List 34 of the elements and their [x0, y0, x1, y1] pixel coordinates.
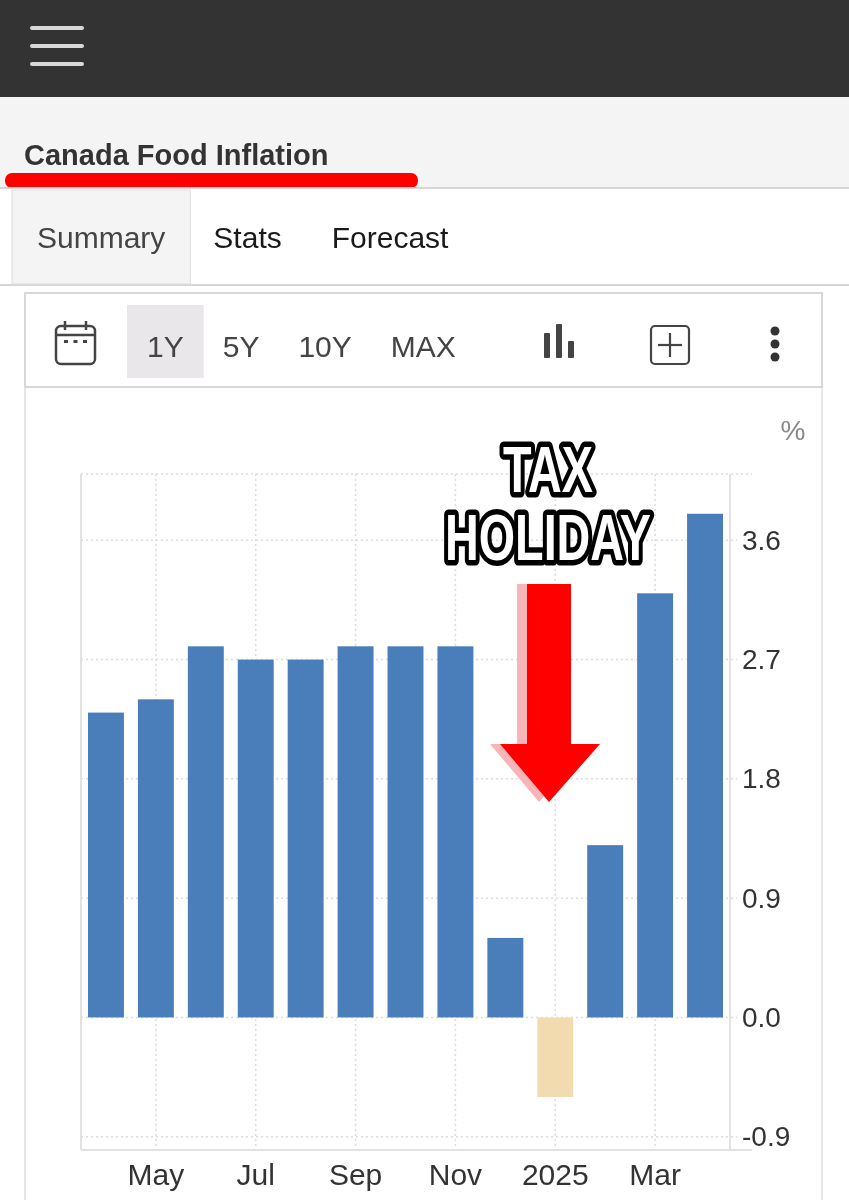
bar [637, 593, 674, 1018]
bar [237, 659, 274, 1018]
text: 5Y [222, 330, 260, 363]
y-tick-label: 1.8 [742, 763, 781, 795]
bar [137, 699, 174, 1018]
x-tick-label: 2025 [521, 1158, 589, 1191]
x-tick-label: May [127, 1158, 185, 1191]
text: Stats [213, 221, 282, 254]
text: MAX [390, 330, 456, 363]
chart-title: Canada Food Inflation [24, 139, 329, 171]
bar [537, 1017, 574, 1097]
bar [387, 646, 424, 1018]
x-tick-label: Nov [428, 1158, 483, 1191]
y-tick-label: 2.7 [742, 644, 781, 676]
y-tick-label: 0.9 [742, 882, 781, 914]
bar [187, 646, 224, 1018]
y-tick-label: 3.6 [742, 524, 781, 556]
x-tick-label: Mar [629, 1158, 681, 1191]
text: 10Y [298, 330, 352, 363]
bar [437, 646, 474, 1018]
bar [687, 513, 724, 1018]
y-tick-label: -0.9 [742, 1121, 791, 1153]
text: 1Y [147, 330, 184, 363]
bar [87, 712, 124, 1018]
text: Forecast [331, 221, 450, 254]
x-tick-label: Sep [328, 1158, 383, 1191]
text: Summary [37, 221, 166, 254]
y-axis-title: % [780, 414, 806, 446]
bar [287, 659, 324, 1018]
bar [487, 937, 524, 1018]
x-tick-label: Jul [236, 1158, 275, 1191]
bar [587, 845, 624, 1018]
bar [337, 646, 374, 1018]
y-tick-label: 0.0 [742, 1001, 781, 1033]
